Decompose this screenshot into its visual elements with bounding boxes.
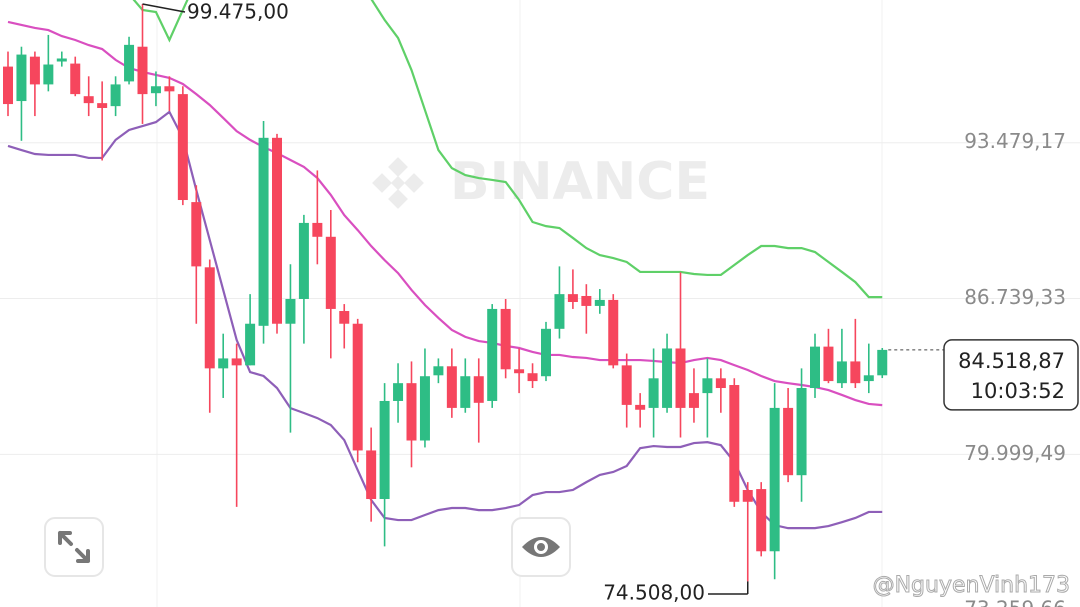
high-label: 99.475,00 [187,0,289,24]
candle-body [877,349,888,376]
candle-body [339,311,350,324]
candle-body [688,393,699,408]
candle-body [150,86,161,94]
candle-body [406,383,417,441]
high-pointer [142,3,186,13]
candle-body [635,404,646,410]
candle-body [541,328,551,377]
candle-body [285,298,296,324]
candle-body [164,86,175,92]
candle-body [97,103,108,108]
candle-body [729,385,740,502]
candle-body [500,308,511,370]
expand-button[interactable] [44,517,104,577]
candle-body [675,348,686,408]
candle-body [594,299,605,306]
low-label: 74.508,00 [603,581,705,605]
candle-body [16,54,27,102]
candle-body [56,58,67,62]
candle-body [272,137,282,324]
candle-body [231,358,242,366]
credit: @NguyenVinh173 [873,573,1070,598]
candle-body [258,137,269,326]
candle-body [366,450,377,500]
candle-body [756,489,767,552]
band-line [7,110,883,530]
candle-body [191,202,202,267]
candle-body [393,383,404,401]
candle-body [863,375,874,382]
candle-body [204,267,215,369]
candle-body [312,222,323,237]
last-price-box [943,339,1079,411]
y-tick-label: 86.739,33 [964,285,1066,309]
candle-body [29,56,40,85]
candle-body [783,407,794,476]
candle-body [850,361,861,384]
candle-body [810,346,820,389]
y-tick-label: 79.999,49 [964,441,1066,465]
candle-body [742,489,753,502]
candle-body [325,236,336,309]
last-price-label: 84.518,87 [958,349,1065,373]
candle-body [648,378,659,408]
candle-body [567,294,578,302]
y-tick-label: 73.259,66 [964,597,1066,607]
candle-body [298,222,309,299]
candle-body [514,369,525,374]
candle-body [581,295,592,306]
candle-body [554,294,565,329]
candle-body [621,365,632,405]
candle-body [352,323,363,451]
candle-body [662,348,673,408]
band-line [132,0,883,299]
candle-body [836,361,847,384]
candle-body [419,376,430,441]
candle-body [527,373,538,382]
candle-body [110,84,121,107]
candle-body [70,63,81,95]
candle-body [433,366,444,376]
candle-body [769,407,780,552]
candle-body [460,376,471,408]
last-time-label: 10:03:52 [971,379,1065,403]
eye-button[interactable] [511,517,571,577]
candle-body [137,46,148,95]
candle-body [124,44,135,82]
y-tick-label: 93.479,17 [964,129,1066,153]
candle-body [446,366,457,408]
watermark: BINANCE [450,152,710,212]
candle-body [608,299,619,366]
candle-body [83,96,94,104]
candle-body [715,378,726,389]
candle-body [796,388,807,476]
candle-body [487,308,498,401]
band-line [7,20,883,407]
candle-body [218,358,229,369]
candle-body [702,378,713,394]
watermark-logo [372,157,424,209]
candle-body [177,94,188,201]
candle-body [245,323,256,366]
candle-body [43,64,54,85]
candle-body [3,66,13,105]
candle-body [473,376,484,403]
candle-body [379,400,390,500]
candle-body [823,346,834,382]
